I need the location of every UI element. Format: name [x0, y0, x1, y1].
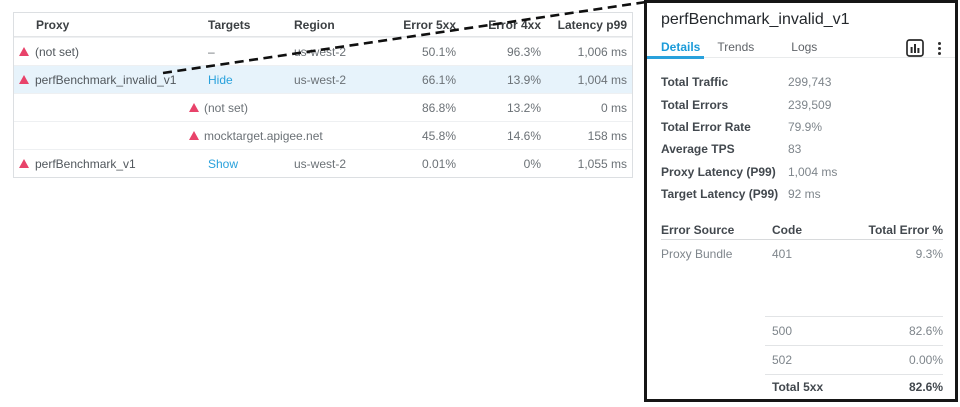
metric-row: Proxy Latency (P99) 1,004 ms — [661, 161, 941, 183]
table-row-not-set[interactable]: (not set) – us-west-2 50.1% 96.3% 1,006 … — [14, 37, 632, 65]
column-header-region[interactable]: Region — [294, 17, 335, 32]
alert-triangle-icon — [19, 75, 29, 84]
table-row-perfbenchmark-invalid-v1[interactable]: perfBenchmark_invalid_v1 Hide us-west-2 … — [14, 65, 632, 93]
error-row-502: 502 0.00% — [661, 346, 943, 374]
proxy-name: perfBenchmark_invalid_v1 — [35, 72, 177, 87]
error-row-total-5xx: Total 5xx 82.6% — [661, 375, 943, 398]
more-options-icon[interactable] — [935, 41, 944, 56]
panel-tabs: Details Trends Logs — [647, 36, 955, 59]
error4xx-cell: 0% — [523, 156, 541, 171]
metric-label: Average TPS — [661, 142, 735, 157]
targets-cell: – — [208, 44, 215, 59]
row-divider — [765, 345, 943, 347]
error-pct: 82.6% — [908, 379, 943, 394]
show-targets-link[interactable]: Show — [208, 156, 239, 171]
error5xx-cell: 66.1% — [421, 72, 456, 87]
column-header-proxy[interactable]: Proxy — [36, 17, 70, 32]
col-code: Code — [772, 223, 802, 238]
error-code: 500 — [772, 324, 793, 339]
error5xx-cell: 45.8% — [421, 128, 456, 143]
error-code: 401 — [772, 247, 793, 262]
col-error-source: Error Source — [661, 223, 735, 238]
column-header-error5xx[interactable]: Error 5xx — [403, 17, 456, 32]
hide-targets-link[interactable]: Hide — [208, 72, 233, 87]
metric-row: Target Latency (P99) 92 ms — [661, 183, 941, 205]
proxy-monitoring-table: Proxy Targets Region Error 5xx Error 4xx… — [13, 12, 633, 178]
tab-logs[interactable]: Logs — [791, 39, 818, 54]
proxy-detail-panel: perfBenchmark_invalid_v1 Details Trends … — [644, 0, 958, 402]
region-cell: us-west-2 — [294, 72, 347, 87]
table-subrow-target-not-set[interactable]: (not set) 86.8% 13.2% 0 ms — [14, 93, 632, 121]
metric-row: Total Error Rate 79.9% — [661, 116, 941, 138]
alert-triangle-icon — [19, 47, 29, 56]
metric-value: 79.9% — [788, 119, 823, 134]
metric-row: Average TPS 83 — [661, 138, 941, 160]
error4xx-cell: 13.9% — [506, 72, 541, 87]
error-row-500: 500 82.6% — [661, 317, 943, 345]
error-pct: 82.6% — [908, 324, 943, 339]
tab-trends[interactable]: Trends — [717, 39, 755, 54]
error-row-401: Proxy Bundle 401 9.3% — [661, 240, 943, 268]
error-source: Proxy Bundle — [661, 247, 733, 262]
error-table-gap — [661, 268, 943, 316]
metric-label: Target Latency (P99) — [661, 187, 779, 202]
latency-cell: 0 ms — [600, 100, 627, 115]
metric-value: 1,004 ms — [788, 164, 838, 179]
alert-triangle-icon — [189, 131, 199, 140]
metric-value: 299,743 — [788, 75, 832, 90]
details-metrics-list: Total Traffic 299,743 Total Errors 239,5… — [661, 71, 941, 205]
panel-action-icons — [906, 39, 944, 57]
panel-title: perfBenchmark_invalid_v1 — [661, 11, 850, 28]
error4xx-cell: 14.6% — [506, 128, 541, 143]
error5xx-cell: 0.01% — [421, 156, 456, 171]
region-cell: us-west-2 — [294, 156, 347, 171]
metric-value: 83 — [788, 142, 802, 157]
row-divider — [765, 316, 943, 318]
error-pct: 0.00% — [908, 353, 943, 368]
column-header-latency-p99[interactable]: Latency p99 — [557, 17, 627, 32]
metric-row: Total Errors 239,509 — [661, 93, 941, 115]
metric-label: Total Errors — [661, 97, 729, 112]
bar-chart-icon[interactable] — [906, 39, 924, 57]
latency-cell: 1,004 ms — [577, 72, 627, 87]
alert-triangle-icon — [189, 103, 199, 112]
row-divider — [765, 374, 943, 376]
metric-row: Total Traffic 299,743 — [661, 71, 941, 93]
proxy-name: perfBenchmark_v1 — [35, 156, 136, 171]
error-source-table: Error Source Code Total Error % Proxy Bu… — [661, 221, 943, 398]
error4xx-cell: 13.2% — [506, 100, 541, 115]
metric-value: 92 ms — [788, 187, 821, 202]
error-pct: 9.3% — [915, 247, 943, 262]
column-header-error4xx[interactable]: Error 4xx — [488, 17, 541, 32]
col-total-error-pct: Total Error % — [868, 223, 943, 238]
target-name: (not set) — [204, 100, 249, 115]
table-subrow-target-mocktarget[interactable]: mocktarget.apigee.net 45.8% 14.6% 158 ms — [14, 121, 632, 149]
tab-details[interactable]: Details — [661, 39, 701, 54]
error-code: 502 — [772, 353, 793, 368]
error4xx-cell: 96.3% — [506, 44, 541, 59]
error5xx-cell: 86.8% — [421, 100, 456, 115]
error-code: Total 5xx — [772, 379, 824, 394]
metric-label: Proxy Latency (P99) — [661, 164, 776, 179]
error5xx-cell: 50.1% — [421, 44, 456, 59]
active-tab-underline — [647, 56, 704, 59]
error-table-header: Error Source Code Total Error % — [661, 221, 943, 241]
table-header-row: Proxy Targets Region Error 5xx Error 4xx… — [14, 13, 632, 37]
latency-cell: 1,006 ms — [577, 44, 627, 59]
metric-label: Total Traffic — [661, 75, 729, 90]
metric-label: Total Error Rate — [661, 119, 751, 134]
target-name: mocktarget.apigee.net — [204, 128, 323, 143]
latency-cell: 1,055 ms — [577, 156, 627, 171]
column-header-targets[interactable]: Targets — [208, 17, 251, 32]
region-cell: us-west-2 — [294, 44, 347, 59]
alert-triangle-icon — [19, 159, 29, 168]
proxy-name: (not set) — [35, 44, 80, 59]
metric-value: 239,509 — [788, 97, 832, 112]
latency-cell: 158 ms — [587, 128, 627, 143]
table-row-perfbenchmark-v1[interactable]: perfBenchmark_v1 Show us-west-2 0.01% 0%… — [14, 149, 632, 177]
